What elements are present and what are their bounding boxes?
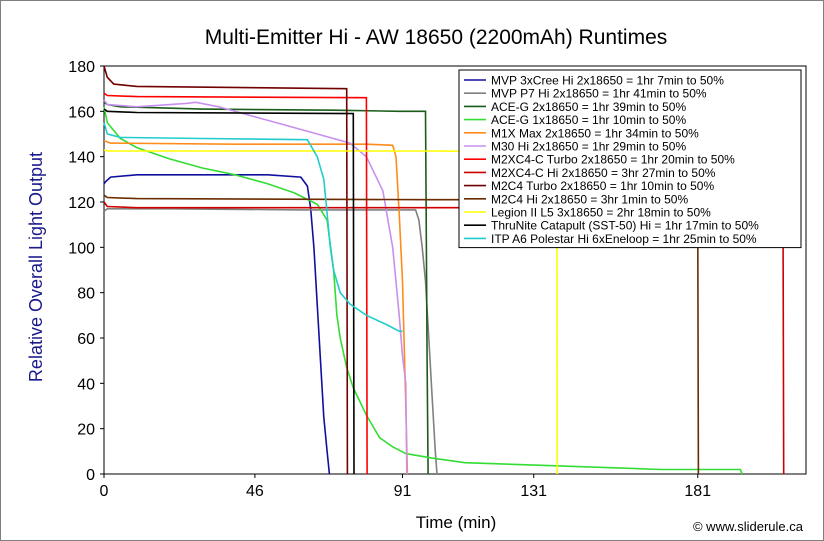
x-tick-label: 131 (520, 483, 547, 500)
credit-text: © www.sliderule.ca (693, 519, 804, 534)
y-tick-label: 140 (68, 150, 95, 167)
legend-entry: ACE-G 2x18650 = 1hr 39min to 50% (491, 100, 686, 114)
y-axis-label: Relative Overall Light Output (26, 152, 46, 382)
y-tick-label: 120 (68, 195, 95, 212)
axis-layer: 0 20 40 60 80 100 120 140 160 180 0 46 91 131 181 (68, 59, 711, 500)
series-line-2-mvp-p7-hi-2x18650-1hr-41min-to-50 (103, 208, 438, 475)
legend-entry: Legion II L5 3x18650 = 2hr 18min to 50% (491, 206, 711, 220)
series-line-7-m2xc4-c-turbo-2x18650-1hr-20min-to-50 (103, 92, 368, 475)
legend-entry: ThruNite Catapult (SST-50) Hi = 1hr 17mi… (491, 219, 759, 233)
y-tick-label: 100 (68, 240, 95, 257)
legend-entry: M2C4 Hi 2x18650 = 3hr 1min to 50% (491, 192, 688, 206)
x-tick-label: 0 (100, 483, 109, 500)
x-tick-label: 46 (246, 483, 264, 500)
series-line-4-ace-g-1x18650-1hr-10min-to-50 (103, 106, 743, 475)
series-layer (103, 65, 785, 475)
y-tick-label: 180 (68, 59, 95, 76)
legend-entry: ACE-G 1x18650 = 1hr 10min to 50% (491, 113, 686, 127)
chart-title: Multi-Emitter Hi - AW 18650 (2200mAh) Ru… (205, 26, 668, 49)
legend-entry: M2XC4-C Turbo 2x18650 = 1hr 20min to 50% (491, 153, 735, 167)
y-tick-label: 40 (77, 376, 95, 393)
legend-entry: M30 Hi 2x18650 = 1hr 29min to 50% (491, 140, 686, 154)
legend-entry: M1X Max 2x18650 = 1hr 34min to 50% (491, 126, 699, 140)
y-tick-label: 60 (77, 331, 95, 348)
series-line-9-m2c4-turbo-2x18650-1hr-10min-to-50 (103, 65, 349, 475)
series-line-12-thrunite-catapult-sst-50-hi-1hr-17min-to (103, 108, 355, 475)
legend: MVP 3xCree Hi 2x18650 = 1hr 7min to 50%M… (458, 69, 802, 249)
x-tick-label: 181 (684, 483, 711, 500)
series-line-6-m30-hi-2x18650-1hr-29min-to-50 (103, 99, 408, 475)
legend-entry: MVP P7 Hi 2x18650 = 1hr 41min to 50% (491, 87, 707, 101)
y-tick-label: 20 (77, 422, 95, 439)
series-line-13-itp-a6-polestar-hi-6xeneloop-1hr-25min-t (103, 122, 403, 332)
y-tick-label: 0 (86, 467, 95, 484)
y-tick-label: 160 (68, 104, 95, 121)
y-tick-label: 80 (77, 286, 95, 303)
legend-entry: M2C4 Turbo 2x18650 = 1hr 10min to 50% (491, 179, 714, 193)
legend-entry: ITP A6 Polestar Hi 6xEneloop = 1hr 25min… (491, 232, 757, 246)
x-axis-label: Time (min) (416, 513, 497, 532)
series-line-1-mvp-3xcree-hi-2x18650-1hr-7min-to-50 (103, 174, 331, 475)
legend-entry: MVP 3xCree Hi 2x18650 = 1hr 7min to 50% (491, 74, 724, 88)
legend-box (458, 69, 802, 249)
x-tick-label: 91 (394, 483, 412, 500)
legend-entry: M2XC4-C Hi 2x18650 = 3hr 27min to 50% (491, 166, 716, 180)
